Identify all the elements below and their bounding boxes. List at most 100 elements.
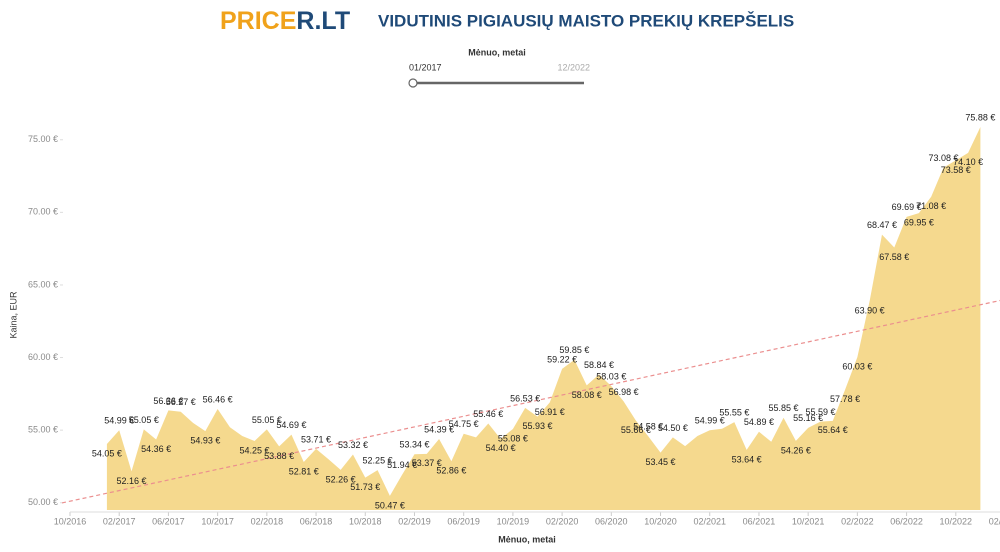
page-title: VIDUTINIS PIGIAUSIŲ MAISTO PREKIŲ KREPŠE… xyxy=(378,11,794,30)
value-label: 55.05 € xyxy=(252,415,282,425)
value-label: 58.08 € xyxy=(572,390,602,400)
value-label: 56.46 € xyxy=(203,394,233,404)
x-tick-label: 06/2022 xyxy=(890,516,923,526)
x-tick-label: 06/2021 xyxy=(743,516,776,526)
x-tick-label: 06/2017 xyxy=(152,516,185,526)
value-label: 55.08 € xyxy=(498,433,528,443)
x-tick-label: 02/2023 xyxy=(989,516,1000,526)
x-tick-label: 10/2018 xyxy=(349,516,382,526)
value-label: 54.75 € xyxy=(449,419,479,429)
logo-part: R.LT xyxy=(296,7,350,35)
value-label: 51.94 € xyxy=(387,460,417,470)
y-axis-label: Kaina, EUR xyxy=(8,291,18,339)
x-tick-label: 02/2018 xyxy=(251,516,284,526)
x-tick-label: 06/2019 xyxy=(447,516,480,526)
value-label: 54.89 € xyxy=(744,417,774,427)
x-tick-label: 02/2020 xyxy=(546,516,579,526)
value-label: 55.85 € xyxy=(769,403,799,413)
x-tick-label: 10/2021 xyxy=(792,516,825,526)
y-tick-label: 70.00 € xyxy=(28,207,58,217)
value-label: 54.99 € xyxy=(695,416,725,426)
x-tick-label: 02/2022 xyxy=(841,516,874,526)
slider-end: 12/2022 xyxy=(557,62,590,72)
value-label: 55.59 € xyxy=(805,407,835,417)
y-tick-label: 60.00 € xyxy=(28,352,58,362)
value-label: 69.69 € xyxy=(892,202,922,212)
value-label: 52.81 € xyxy=(289,466,319,476)
value-label: 55.66 € xyxy=(621,425,651,435)
value-label: 53.64 € xyxy=(732,454,762,464)
value-label: 52.25 € xyxy=(363,455,393,465)
value-label: 63.90 € xyxy=(855,305,885,315)
area xyxy=(106,127,981,511)
value-label: 73.08 € xyxy=(928,153,958,163)
y-tick-label: 55.00 € xyxy=(28,425,58,435)
x-tick-label: 10/2016 xyxy=(54,516,87,526)
value-label: 54.26 € xyxy=(781,445,811,455)
y-tick-label: 50.00 € xyxy=(28,497,58,507)
value-label: 51.73 € xyxy=(350,482,380,492)
value-label: 55.16 € xyxy=(793,413,823,423)
value-label: 69.95 € xyxy=(904,217,934,227)
x-tick-label: 10/2020 xyxy=(644,516,677,526)
value-label: 52.86 € xyxy=(436,466,466,476)
value-label: 53.37 € xyxy=(412,458,442,468)
value-label: 71.08 € xyxy=(916,201,946,211)
value-label: 58.03 € xyxy=(596,372,626,382)
value-label: 55.46 € xyxy=(473,409,503,419)
value-label: 68.47 € xyxy=(867,220,897,230)
value-label: 67.58 € xyxy=(879,252,909,262)
slider-handle[interactable] xyxy=(408,78,418,88)
value-label: 57.78 € xyxy=(830,394,860,404)
value-label: 53.34 € xyxy=(399,440,429,450)
value-label: 53.88 € xyxy=(264,451,294,461)
x-tick-label: 10/2019 xyxy=(497,516,530,526)
plot: 50.00 € 55.00 € 60.00 € 65.00 € 70.00 € 75.00… xyxy=(8,112,1000,544)
value-label: 59.85 € xyxy=(559,345,589,355)
slider-label: Mėnuo, metai xyxy=(468,47,526,57)
value-label: 55.93 € xyxy=(522,421,552,431)
value-label: 59.22 € xyxy=(547,354,577,364)
value-label: 55.55 € xyxy=(719,408,749,418)
slider-start: 01/2017 xyxy=(409,62,442,72)
value-label: 58.84 € xyxy=(584,360,614,370)
x-tick-label: 10/2017 xyxy=(201,516,234,526)
x-tick-label: 06/2018 xyxy=(300,516,333,526)
value-label: 54.39 € xyxy=(424,424,454,434)
value-label: 54.99 € xyxy=(104,416,134,426)
value-label: 53.32 € xyxy=(338,440,368,450)
value-label: 55.05 € xyxy=(129,415,159,425)
value-label: 56.98 € xyxy=(609,387,639,397)
x-tick-label: 10/2022 xyxy=(940,516,973,526)
y-tick-label: 75.00 € xyxy=(28,134,58,144)
value-label: 56.91 € xyxy=(535,407,565,417)
value-label: 55.64 € xyxy=(818,425,848,435)
value-label: 53.45 € xyxy=(646,457,676,467)
value-label: 73.58 € xyxy=(941,165,971,175)
value-label: 54.58 € xyxy=(633,422,663,432)
value-label: 56.27 € xyxy=(166,397,196,407)
value-label: 54.50 € xyxy=(658,423,688,433)
x-tick-label: 02/2021 xyxy=(693,516,726,526)
logo-part: PRICE xyxy=(220,7,296,35)
value-label: 54.69 € xyxy=(276,420,306,430)
x-tick-label: 06/2020 xyxy=(595,516,628,526)
value-label: 60.03 € xyxy=(842,361,872,371)
value-label: 56.36 € xyxy=(153,396,183,406)
value-label: 75.88 € xyxy=(965,112,995,122)
value-label: 50.47 € xyxy=(375,500,405,510)
x-axis-label: Mėnuo, metai xyxy=(498,534,556,544)
x-tick-label: 02/2017 xyxy=(103,516,136,526)
value-label: 52.26 € xyxy=(326,474,356,484)
value-label: 53.71 € xyxy=(301,434,331,444)
value-label: 54.36 € xyxy=(141,444,171,454)
value-label: 54.25 € xyxy=(240,445,270,455)
value-label: 56.53 € xyxy=(510,393,540,403)
x-tick-label: 02/2019 xyxy=(398,516,431,526)
y-tick-label: 65.00 € xyxy=(28,279,58,289)
logo: PRICER.LT xyxy=(220,7,350,35)
value-label: 54.05 € xyxy=(92,448,122,458)
value-label: 54.93 € xyxy=(190,436,220,446)
